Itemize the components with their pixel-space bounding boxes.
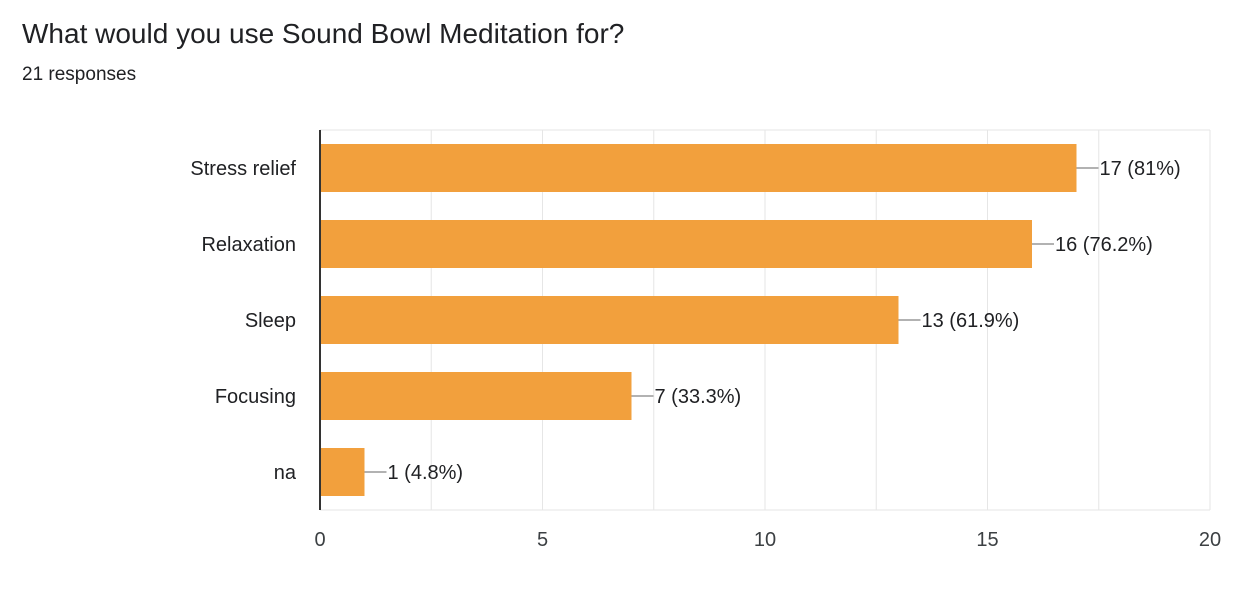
category-label: Sleep — [245, 310, 296, 332]
category-label: Focusing — [215, 386, 296, 408]
x-tick-label: 20 — [1199, 529, 1221, 551]
data-label: 13 (61.9%) — [922, 310, 1020, 332]
category-label: na — [274, 462, 297, 484]
data-label: 7 (33.3%) — [655, 386, 742, 408]
x-tick-label: 0 — [314, 529, 325, 551]
bar-stress-relief — [320, 144, 1077, 192]
response-count: 21 responses — [22, 64, 137, 85]
data-label: 1 (4.8%) — [388, 462, 464, 484]
x-tick-label: 15 — [976, 529, 998, 551]
data-label: 17 (81%) — [1100, 158, 1181, 180]
x-tick-label: 10 — [754, 529, 776, 551]
category-label: Relaxation — [201, 234, 296, 256]
bar-focusing — [320, 372, 632, 420]
bar-na — [320, 448, 365, 496]
chart-title: What would you use Sound Bowl Meditation… — [22, 18, 625, 49]
bar-sleep — [320, 296, 899, 344]
bar-relaxation — [320, 220, 1032, 268]
x-tick-label: 5 — [537, 529, 548, 551]
category-label: Stress relief — [190, 158, 296, 180]
data-label: 16 (76.2%) — [1055, 234, 1153, 256]
